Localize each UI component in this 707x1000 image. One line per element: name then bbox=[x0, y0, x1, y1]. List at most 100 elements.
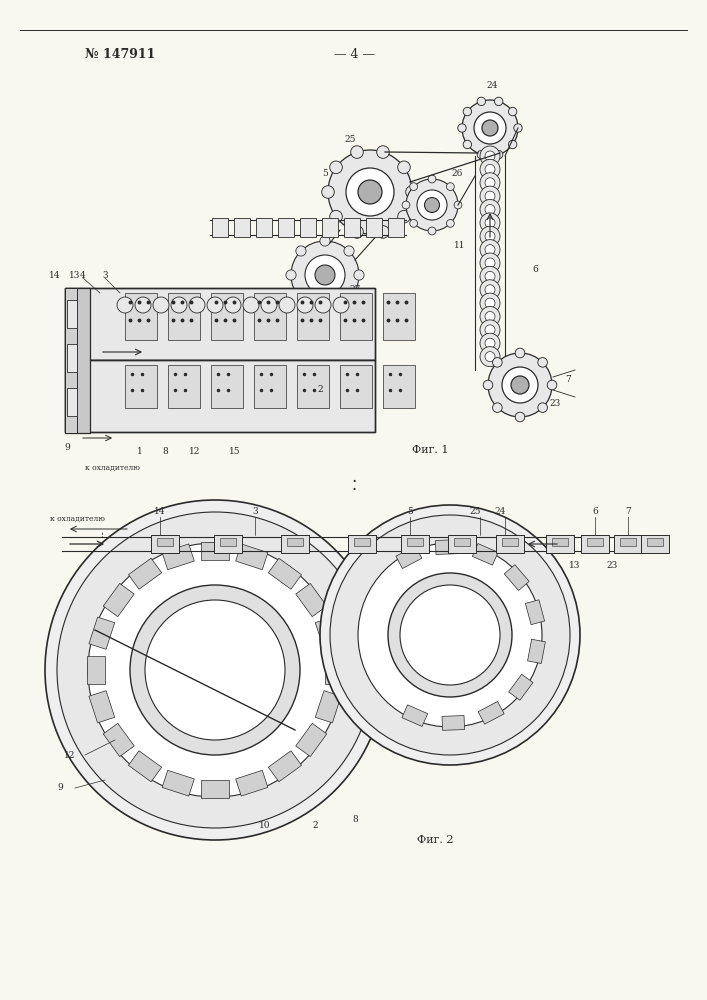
Circle shape bbox=[397, 210, 410, 223]
Bar bbox=[65, 288, 375, 360]
Circle shape bbox=[243, 297, 259, 313]
Circle shape bbox=[480, 293, 500, 313]
Bar bbox=[300, 218, 316, 237]
Text: 27: 27 bbox=[349, 286, 361, 294]
Bar bbox=[254, 293, 286, 340]
Circle shape bbox=[406, 179, 458, 231]
Circle shape bbox=[454, 201, 462, 209]
Bar bbox=[151, 535, 179, 553]
Circle shape bbox=[296, 294, 306, 304]
Bar bbox=[383, 365, 415, 408]
Polygon shape bbox=[269, 751, 302, 782]
Text: 2: 2 bbox=[317, 385, 323, 394]
Text: 10: 10 bbox=[259, 820, 271, 830]
Text: 5: 5 bbox=[407, 508, 413, 516]
Circle shape bbox=[261, 297, 277, 313]
Circle shape bbox=[329, 210, 342, 223]
Polygon shape bbox=[235, 544, 268, 570]
Text: 12: 12 bbox=[189, 446, 201, 456]
Bar bbox=[340, 365, 372, 408]
Polygon shape bbox=[402, 705, 428, 726]
Circle shape bbox=[297, 297, 313, 313]
Text: 10: 10 bbox=[294, 322, 305, 332]
Circle shape bbox=[447, 183, 455, 191]
Bar bbox=[448, 535, 476, 553]
Polygon shape bbox=[87, 656, 105, 684]
Bar bbox=[211, 365, 243, 408]
Polygon shape bbox=[201, 542, 229, 560]
Bar bbox=[546, 535, 574, 553]
Bar bbox=[383, 293, 415, 340]
Text: 14: 14 bbox=[49, 271, 61, 280]
Circle shape bbox=[508, 140, 517, 149]
Bar bbox=[641, 535, 669, 553]
Circle shape bbox=[480, 266, 500, 286]
Bar bbox=[297, 365, 329, 408]
Circle shape bbox=[225, 297, 241, 313]
Circle shape bbox=[485, 191, 495, 201]
Text: 2: 2 bbox=[312, 820, 318, 830]
Bar bbox=[125, 365, 157, 408]
Polygon shape bbox=[315, 617, 341, 649]
Bar bbox=[366, 218, 382, 237]
Polygon shape bbox=[396, 546, 422, 569]
Polygon shape bbox=[315, 691, 341, 723]
Circle shape bbox=[485, 205, 495, 215]
Text: 25: 25 bbox=[344, 135, 356, 144]
Polygon shape bbox=[162, 770, 194, 796]
Circle shape bbox=[514, 124, 522, 132]
Circle shape bbox=[344, 294, 354, 304]
Text: 7: 7 bbox=[565, 375, 571, 384]
Circle shape bbox=[480, 240, 500, 260]
Circle shape bbox=[485, 298, 495, 308]
Circle shape bbox=[189, 297, 205, 313]
Circle shape bbox=[477, 97, 486, 106]
Bar bbox=[581, 535, 609, 553]
Circle shape bbox=[358, 543, 542, 727]
Polygon shape bbox=[235, 770, 268, 796]
Text: 6: 6 bbox=[592, 508, 598, 516]
Text: 25: 25 bbox=[469, 508, 481, 516]
Text: ·: · bbox=[351, 482, 356, 498]
Circle shape bbox=[333, 297, 349, 313]
Text: 1: 1 bbox=[137, 446, 143, 456]
Bar bbox=[65, 288, 375, 360]
Circle shape bbox=[417, 190, 447, 220]
Circle shape bbox=[322, 186, 334, 198]
Bar bbox=[401, 535, 429, 553]
Circle shape bbox=[351, 226, 363, 238]
Circle shape bbox=[238, 310, 248, 320]
Text: 12: 12 bbox=[64, 750, 76, 760]
Bar bbox=[214, 535, 242, 553]
Text: 11: 11 bbox=[455, 240, 466, 249]
Bar bbox=[65, 288, 90, 433]
Polygon shape bbox=[103, 583, 134, 617]
Bar bbox=[647, 538, 663, 546]
Circle shape bbox=[346, 168, 394, 216]
Circle shape bbox=[354, 270, 364, 280]
Bar bbox=[65, 288, 77, 433]
Circle shape bbox=[447, 219, 455, 227]
Circle shape bbox=[458, 124, 466, 132]
Circle shape bbox=[485, 151, 495, 161]
Polygon shape bbox=[325, 656, 343, 684]
Circle shape bbox=[480, 159, 500, 179]
Circle shape bbox=[488, 353, 552, 417]
Polygon shape bbox=[478, 701, 504, 724]
Circle shape bbox=[538, 358, 547, 367]
Bar bbox=[256, 218, 272, 237]
Circle shape bbox=[135, 297, 151, 313]
Circle shape bbox=[474, 112, 506, 144]
Bar bbox=[254, 365, 286, 408]
Bar bbox=[620, 538, 636, 546]
Circle shape bbox=[130, 585, 300, 755]
Circle shape bbox=[483, 380, 493, 390]
Polygon shape bbox=[103, 723, 134, 757]
Circle shape bbox=[485, 231, 495, 241]
Text: 13: 13 bbox=[69, 271, 81, 280]
Text: 13: 13 bbox=[569, 560, 580, 570]
Circle shape bbox=[296, 246, 306, 256]
Circle shape bbox=[410, 219, 418, 227]
Text: 24: 24 bbox=[486, 82, 498, 91]
Circle shape bbox=[480, 306, 500, 326]
